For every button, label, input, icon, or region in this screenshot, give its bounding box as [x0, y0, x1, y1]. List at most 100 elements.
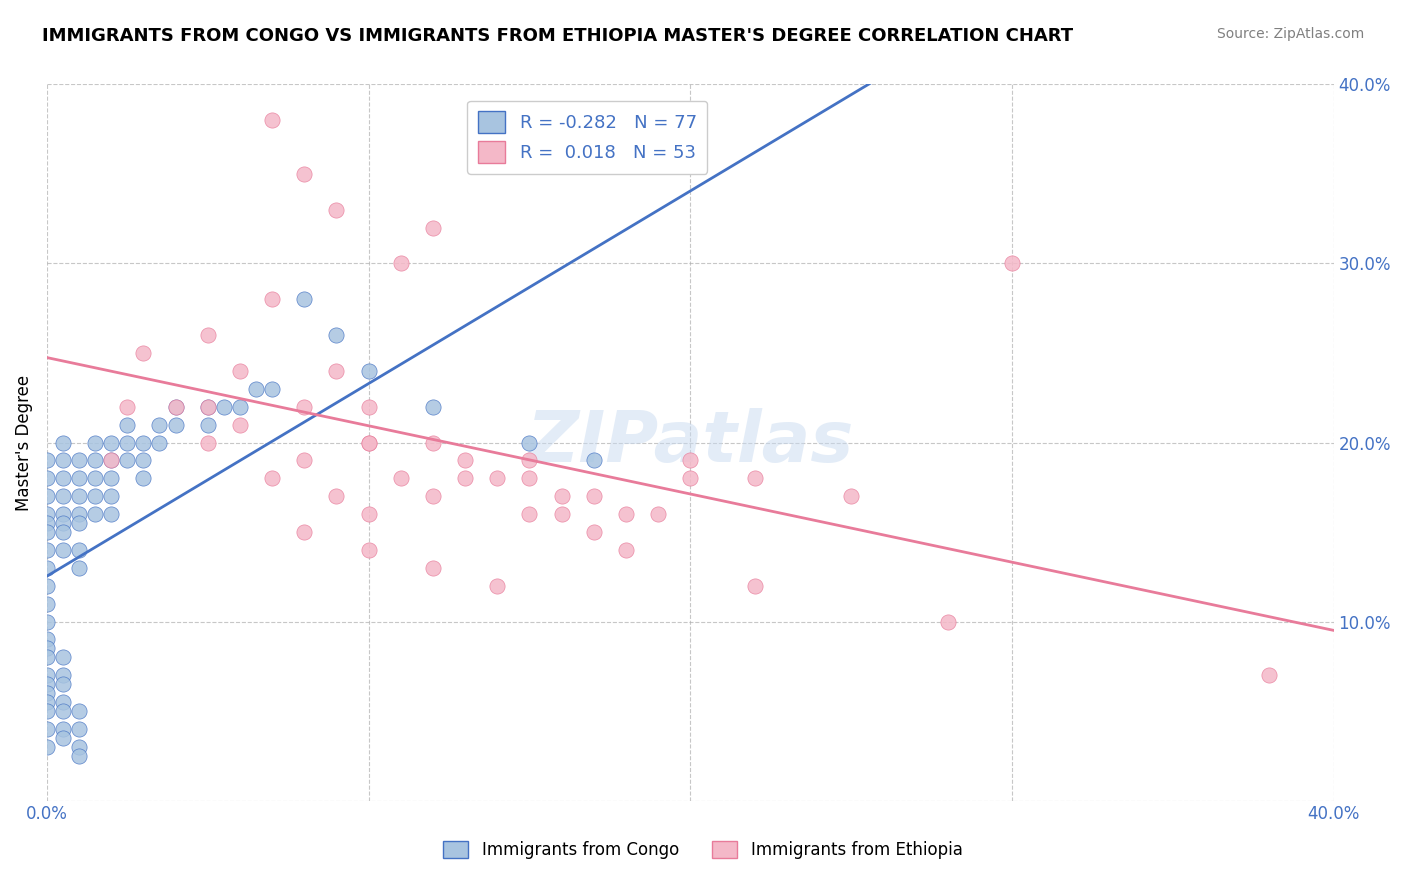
Point	[262, 471, 284, 485]
Point	[35, 489, 58, 503]
Point	[647, 507, 669, 521]
Point	[839, 489, 862, 503]
Point	[582, 489, 605, 503]
Point	[52, 668, 75, 682]
Point	[35, 739, 58, 754]
Point	[117, 417, 139, 432]
Point	[744, 471, 766, 485]
Point	[52, 677, 75, 691]
Point	[35, 686, 58, 700]
Point	[422, 561, 444, 575]
Point	[262, 293, 284, 307]
Point	[212, 400, 235, 414]
Point	[35, 543, 58, 558]
Point	[52, 543, 75, 558]
Point	[357, 435, 380, 450]
Point	[422, 435, 444, 450]
Point	[52, 489, 75, 503]
Point	[245, 382, 267, 396]
Point	[35, 597, 58, 611]
Point	[229, 417, 252, 432]
Point	[936, 615, 959, 629]
Point	[35, 516, 58, 530]
Point	[292, 293, 315, 307]
Point	[292, 524, 315, 539]
Point	[35, 722, 58, 736]
Point	[132, 471, 155, 485]
Point	[519, 435, 541, 450]
Point	[100, 435, 122, 450]
Point	[52, 471, 75, 485]
Point	[582, 453, 605, 467]
Point	[52, 722, 75, 736]
Point	[35, 615, 58, 629]
Point	[117, 400, 139, 414]
Point	[84, 507, 107, 521]
Text: ZIPatlas: ZIPatlas	[527, 408, 853, 477]
Point	[67, 748, 90, 763]
Point	[84, 489, 107, 503]
Point	[67, 739, 90, 754]
Point	[422, 220, 444, 235]
Point	[1258, 668, 1281, 682]
Point	[35, 471, 58, 485]
Point	[35, 507, 58, 521]
Point	[148, 435, 170, 450]
Point	[35, 650, 58, 665]
Point	[67, 507, 90, 521]
Point	[67, 471, 90, 485]
Point	[52, 453, 75, 467]
Point	[100, 453, 122, 467]
Text: IMMIGRANTS FROM CONGO VS IMMIGRANTS FROM ETHIOPIA MASTER'S DEGREE CORRELATION CH: IMMIGRANTS FROM CONGO VS IMMIGRANTS FROM…	[42, 27, 1073, 45]
Point	[67, 543, 90, 558]
Point	[52, 435, 75, 450]
Point	[325, 364, 347, 378]
Point	[165, 400, 187, 414]
Point	[325, 489, 347, 503]
Point	[67, 516, 90, 530]
Point	[117, 453, 139, 467]
Legend: R = -0.282   N = 77, R =  0.018   N = 53: R = -0.282 N = 77, R = 0.018 N = 53	[467, 101, 707, 174]
Point	[454, 471, 477, 485]
Point	[84, 435, 107, 450]
Point	[422, 489, 444, 503]
Point	[132, 453, 155, 467]
Point	[454, 453, 477, 467]
Point	[117, 435, 139, 450]
Point	[486, 579, 509, 593]
Point	[262, 382, 284, 396]
Point	[357, 364, 380, 378]
Point	[614, 543, 637, 558]
Point	[197, 435, 219, 450]
Point	[550, 507, 572, 521]
Point	[148, 417, 170, 432]
Point	[52, 695, 75, 709]
Point	[165, 417, 187, 432]
Point	[35, 632, 58, 647]
Point	[422, 400, 444, 414]
Point	[67, 453, 90, 467]
Point	[550, 489, 572, 503]
Point	[35, 704, 58, 718]
Point	[744, 579, 766, 593]
Point	[100, 471, 122, 485]
Point	[52, 731, 75, 745]
Point	[67, 722, 90, 736]
Point	[679, 471, 702, 485]
Y-axis label: Master's Degree: Master's Degree	[15, 375, 32, 510]
Point	[84, 453, 107, 467]
Point	[67, 489, 90, 503]
Point	[197, 328, 219, 343]
Point	[325, 202, 347, 217]
Point	[679, 453, 702, 467]
Point	[519, 453, 541, 467]
Point	[165, 400, 187, 414]
Point	[357, 435, 380, 450]
Point	[84, 471, 107, 485]
Point	[614, 507, 637, 521]
Point	[52, 507, 75, 521]
Point	[35, 677, 58, 691]
Point	[132, 435, 155, 450]
Point	[229, 400, 252, 414]
Point	[357, 400, 380, 414]
